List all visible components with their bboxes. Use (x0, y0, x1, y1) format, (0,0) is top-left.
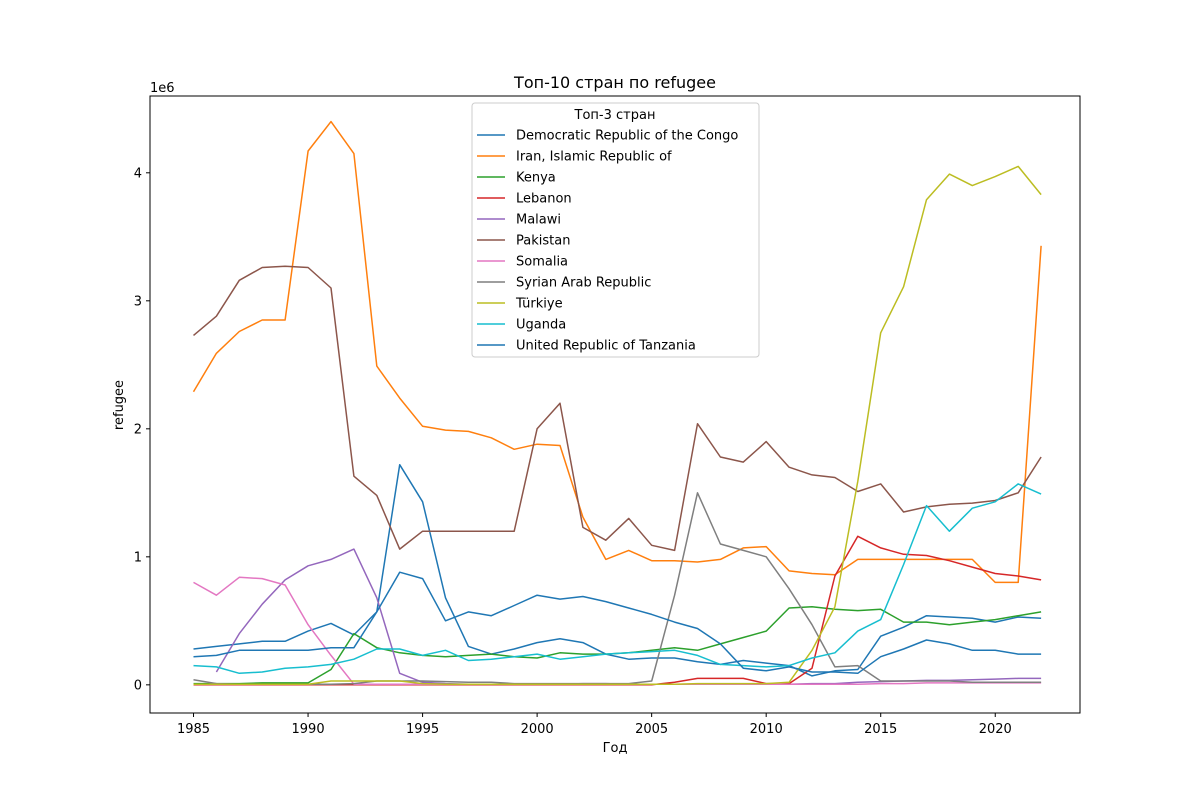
legend-entry-7: Syrian Arab Republic (516, 276, 651, 291)
legend-entry-4: Malawi (516, 213, 561, 228)
x-tick-label: 2010 (750, 722, 783, 737)
series-line-9 (193, 483, 1042, 675)
x-tick-label: 1985 (177, 722, 210, 737)
legend-entry-8: Türkiye (515, 297, 563, 312)
x-tick-label: 2015 (864, 722, 897, 737)
legend-entry-3: Lebanon (516, 192, 572, 207)
x-tick-label: 1990 (292, 722, 325, 737)
series-layer (192, 120, 1042, 686)
y-tick-label: 0 (134, 678, 142, 693)
legend-entry-10: United Republic of Tanzania (516, 339, 696, 354)
legend-box (471, 102, 760, 358)
legend-entry-6: Somalia (516, 255, 568, 270)
legend-entry-2: Kenya (516, 171, 556, 186)
y-tick-label: 2 (134, 422, 142, 437)
x-axis: 1985 1990 1995 2000 2005 2010 2015 2020 (177, 713, 1012, 737)
x-tick-label: 2005 (635, 722, 668, 737)
legend-entry-5: Pakistan (516, 234, 570, 249)
series-line-0 (193, 463, 1042, 677)
y-tick-label: 4 (134, 166, 142, 181)
chart-title: Топ-10 стран по refugee (513, 73, 716, 92)
y-axis: 0 1 2 3 4 (134, 166, 150, 693)
series-line-1 (192, 120, 1042, 584)
series-line-8 (193, 165, 1042, 685)
x-tick-label: 2020 (979, 722, 1012, 737)
plot-frame (149, 95, 1081, 714)
series-line-10 (193, 571, 1042, 675)
legend-title: Топ-3 стран (574, 108, 656, 123)
y-tick-label: 1 (134, 550, 142, 565)
x-tick-label: 1995 (406, 722, 439, 737)
legend: Топ-3 стран Democratic Republic of the C… (471, 102, 760, 358)
legend-entry-9: Uganda (516, 318, 566, 333)
legend-entry-1: Iran, Islamic Republic of (516, 150, 672, 165)
x-tick-label: 2000 (521, 722, 554, 737)
legend-items: Democratic Republic of the Congo Iran, Is… (477, 129, 738, 354)
y-offset-label: 1e6 (150, 81, 175, 96)
y-tick-label: 3 (134, 294, 142, 309)
legend-entry-0: Democratic Republic of the Congo (516, 129, 738, 144)
x-axis-label: Год (603, 741, 628, 756)
y-axis-label: refugee (112, 380, 127, 430)
series-line-5 (193, 265, 1042, 552)
